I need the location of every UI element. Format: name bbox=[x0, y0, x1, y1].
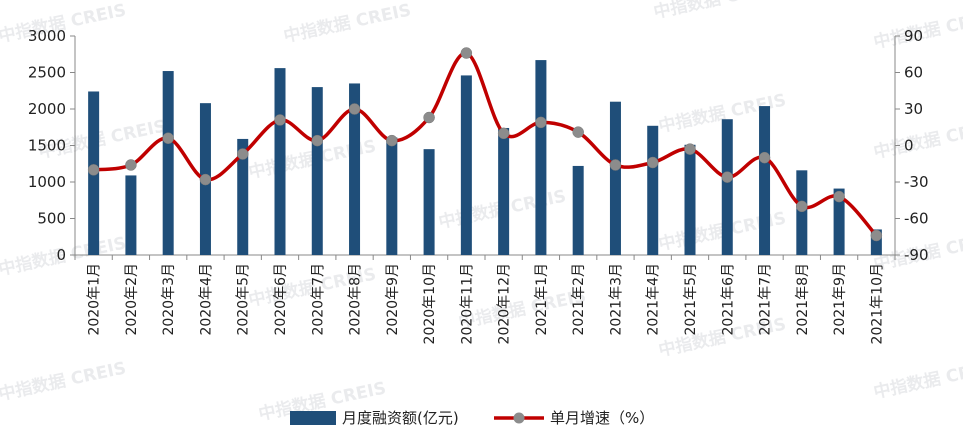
bar bbox=[647, 125, 659, 255]
x-tick-label: 2020年2月 bbox=[124, 263, 140, 336]
left-tick-label: 500 bbox=[37, 210, 66, 228]
right-tick-label: 30 bbox=[904, 100, 923, 118]
bar bbox=[498, 127, 510, 255]
x-tick-label: 2021年7月 bbox=[758, 263, 774, 336]
bar bbox=[684, 144, 696, 255]
x-tick-label: 2020年11月 bbox=[459, 263, 475, 344]
legend-bar-label: 月度融资额(亿元) bbox=[342, 409, 459, 427]
right-tick-label: 60 bbox=[904, 64, 923, 82]
bar bbox=[311, 87, 323, 255]
left-tick-label: 2500 bbox=[28, 64, 66, 82]
x-tick-label: 2020年12月 bbox=[497, 263, 513, 344]
growth-point bbox=[609, 159, 622, 171]
growth-point bbox=[535, 116, 547, 129]
bar bbox=[125, 175, 137, 255]
bar bbox=[349, 83, 361, 255]
growth-point bbox=[684, 143, 696, 155]
left-tick-label: 1000 bbox=[28, 173, 66, 191]
x-tick-label: 2021年5月 bbox=[683, 263, 699, 336]
bar bbox=[460, 75, 472, 255]
bar bbox=[572, 165, 584, 255]
bar bbox=[423, 149, 435, 255]
x-tick-label: 2020年4月 bbox=[198, 263, 214, 336]
growth-point bbox=[497, 127, 510, 140]
growth-point bbox=[162, 132, 174, 144]
legend-line-label: 单月增速（%） bbox=[550, 409, 654, 427]
x-tick-label: 2021年6月 bbox=[720, 263, 736, 336]
x-tick-label: 2021年9月 bbox=[832, 263, 848, 336]
growth-point bbox=[236, 148, 249, 160]
x-tick-label: 2020年10月 bbox=[422, 263, 438, 344]
right-tick-label: -60 bbox=[904, 210, 929, 228]
growth-point bbox=[199, 173, 212, 186]
legend-bar-swatch bbox=[290, 411, 336, 425]
x-tick-label: 2020年8月 bbox=[348, 263, 364, 336]
bar bbox=[609, 101, 621, 255]
x-tick-label: 2021年4月 bbox=[646, 263, 662, 336]
left-tick-label: 0 bbox=[56, 246, 66, 264]
growth-point bbox=[274, 114, 286, 126]
growth-line bbox=[93, 51, 878, 237]
left-tick-label: 3000 bbox=[28, 27, 66, 45]
right-tick-label: -90 bbox=[904, 246, 929, 264]
watermark-text: 中指数据 CREIS bbox=[652, 0, 783, 23]
x-tick-label: 2020年6月 bbox=[273, 263, 289, 336]
watermark-text: 中指数据 CREIS bbox=[457, 285, 588, 333]
watermark-text: 中指数据 CREIS bbox=[0, 357, 128, 405]
growth-point bbox=[386, 134, 398, 147]
growth-point bbox=[423, 111, 435, 124]
legend-line-marker bbox=[513, 412, 525, 424]
bar bbox=[237, 138, 249, 255]
x-tick-label: 2021年1月 bbox=[534, 263, 550, 336]
growth-point bbox=[833, 190, 845, 203]
left-tick-label: 1500 bbox=[28, 137, 66, 155]
bar bbox=[162, 71, 174, 255]
bar bbox=[274, 68, 286, 256]
legend: 月度融资额(亿元) 单月增速（%） bbox=[290, 409, 654, 427]
bar bbox=[386, 137, 398, 255]
watermark-text: 中指数据 CREIS bbox=[872, 115, 963, 163]
growth-point bbox=[125, 159, 137, 171]
growth-point bbox=[758, 151, 771, 164]
growth-point bbox=[721, 171, 734, 183]
x-tick-label: 2020年9月 bbox=[385, 263, 401, 336]
watermark-text: 中指数据 CREIS bbox=[872, 355, 963, 403]
bar bbox=[535, 60, 547, 256]
x-tick-label: 2020年3月 bbox=[161, 263, 177, 336]
growth-point bbox=[87, 164, 100, 176]
growth-point bbox=[796, 200, 808, 213]
bar bbox=[759, 106, 771, 255]
right-tick-label: 0 bbox=[904, 137, 914, 155]
growth-point bbox=[870, 229, 883, 242]
x-tick-label: 2021年2月 bbox=[571, 263, 587, 336]
growth-point bbox=[311, 134, 324, 147]
left-tick-label: 2000 bbox=[28, 100, 66, 118]
x-tick-label: 2021年8月 bbox=[795, 263, 811, 336]
watermark-text: 中指数据 CREIS bbox=[282, 0, 413, 47]
growth-point bbox=[348, 103, 361, 115]
x-tick-label: 2020年7月 bbox=[310, 263, 326, 336]
bar bbox=[721, 119, 733, 255]
x-tick-label: 2020年1月 bbox=[87, 263, 103, 336]
right-tick-label: -30 bbox=[904, 173, 929, 191]
x-tick-label: 2020年5月 bbox=[236, 263, 252, 336]
bar bbox=[833, 188, 845, 255]
bar bbox=[796, 170, 808, 255]
x-tick-label: 2021年10月 bbox=[869, 263, 885, 344]
growth-point bbox=[646, 156, 659, 169]
x-tick-label: 2021年3月 bbox=[608, 263, 624, 336]
bar bbox=[870, 229, 882, 255]
growth-point bbox=[460, 47, 473, 59]
right-tick-label: 90 bbox=[904, 27, 923, 45]
growth-point bbox=[572, 126, 584, 138]
